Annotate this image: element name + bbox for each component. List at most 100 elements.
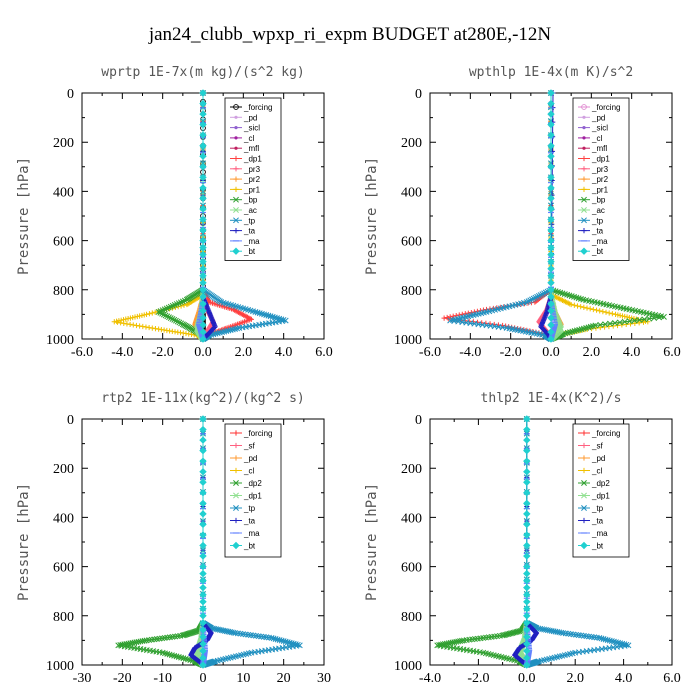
panel-title: wprtp 1E-7x(m kg)/(s^2 kg) bbox=[101, 65, 305, 80]
legend-marker bbox=[232, 541, 240, 550]
x-tick-label: -2.0 bbox=[467, 671, 489, 686]
legend-label: _forcing bbox=[243, 103, 272, 112]
legend-marker bbox=[233, 442, 239, 449]
data-point bbox=[547, 110, 555, 118]
legend-label: _dp2 bbox=[591, 479, 610, 488]
data-point bbox=[199, 184, 207, 192]
legend-marker bbox=[233, 155, 239, 162]
data-point bbox=[537, 292, 544, 299]
x-tick-label: 0.0 bbox=[194, 345, 212, 360]
data-point bbox=[199, 226, 207, 234]
legend-label: _ma bbox=[591, 529, 608, 538]
y-tick-label: 0 bbox=[415, 413, 422, 428]
data-point bbox=[523, 436, 531, 444]
x-tick-label: 4.0 bbox=[615, 671, 633, 686]
data-point bbox=[547, 184, 555, 192]
data-point bbox=[212, 330, 219, 337]
data-point bbox=[160, 311, 167, 318]
legend-marker bbox=[233, 505, 239, 511]
data-point bbox=[127, 315, 133, 321]
data-point bbox=[169, 316, 176, 322]
data-point bbox=[133, 322, 140, 329]
legend-marker bbox=[233, 517, 239, 524]
data-point bbox=[199, 425, 207, 434]
data-point bbox=[199, 626, 207, 634]
legend-label: _dp1 bbox=[243, 155, 262, 164]
data-point bbox=[547, 321, 555, 329]
data-point bbox=[597, 321, 604, 328]
legend-label: _pd bbox=[243, 113, 257, 122]
data-point bbox=[597, 324, 603, 331]
data-point bbox=[199, 569, 207, 578]
legend-label: _sicl bbox=[591, 124, 608, 133]
data-point bbox=[641, 316, 648, 323]
data-point bbox=[523, 510, 531, 518]
legend-label: _mfl bbox=[591, 144, 607, 153]
data-point bbox=[597, 308, 603, 314]
x-tick-label: 4.0 bbox=[623, 345, 641, 360]
data-point bbox=[525, 298, 532, 305]
y-tick-label: 200 bbox=[401, 462, 422, 477]
data-point bbox=[199, 131, 207, 139]
data-point bbox=[523, 499, 531, 508]
legend-marker bbox=[582, 136, 586, 140]
legend-label: _ta bbox=[591, 227, 604, 236]
data-point bbox=[602, 636, 609, 643]
data-point bbox=[523, 591, 531, 599]
legend-label: _tp bbox=[243, 216, 256, 225]
data-point bbox=[547, 307, 555, 315]
legend-box bbox=[224, 423, 282, 558]
data-point bbox=[523, 598, 531, 606]
legend-label: _sicl bbox=[243, 124, 260, 133]
data-point bbox=[523, 552, 531, 560]
y-tick-label: 0 bbox=[415, 87, 422, 102]
y-tick-label: 200 bbox=[53, 462, 74, 477]
legend-marker bbox=[580, 247, 588, 255]
legend-label: _cl bbox=[591, 467, 602, 476]
legend-marker bbox=[581, 480, 587, 486]
data-point bbox=[523, 605, 531, 613]
data-point bbox=[606, 637, 613, 644]
data-point bbox=[607, 320, 614, 327]
data-point bbox=[130, 314, 136, 321]
x-tick-label: 2.0 bbox=[583, 345, 601, 360]
data-point bbox=[199, 335, 207, 343]
y-tick-label: 600 bbox=[401, 235, 422, 250]
legend-label: _ma bbox=[243, 529, 260, 538]
legend-box bbox=[572, 423, 630, 558]
data-point bbox=[111, 319, 117, 325]
data-point bbox=[527, 297, 534, 304]
data-point bbox=[199, 265, 207, 273]
data-point bbox=[181, 302, 187, 308]
data-point bbox=[141, 312, 147, 318]
legend-marker bbox=[581, 442, 587, 449]
data-point bbox=[146, 324, 152, 331]
legend-label: _bt bbox=[243, 247, 256, 256]
data-point bbox=[143, 324, 149, 330]
data-point bbox=[523, 541, 531, 550]
y-tick-label: 600 bbox=[53, 235, 74, 250]
data-point bbox=[199, 468, 207, 476]
data-point bbox=[444, 314, 450, 321]
data-point bbox=[523, 569, 531, 578]
data-point bbox=[199, 163, 207, 171]
data-point bbox=[199, 446, 207, 455]
data-point bbox=[593, 307, 600, 313]
y-tick-label: 400 bbox=[53, 511, 74, 526]
x-tick-label: -20 bbox=[113, 671, 132, 686]
data-point bbox=[229, 326, 236, 333]
legend-marker bbox=[581, 505, 587, 511]
data-point bbox=[547, 250, 555, 259]
data-point bbox=[547, 99, 555, 108]
data-point bbox=[547, 300, 555, 308]
x-tick-label: -4.0 bbox=[419, 671, 441, 686]
y-tick-label: 800 bbox=[401, 610, 422, 625]
data-point bbox=[234, 325, 241, 332]
data-point bbox=[232, 326, 238, 332]
legend-label: _sf bbox=[591, 442, 603, 451]
legend-label: _cl bbox=[243, 134, 254, 143]
data-point bbox=[143, 311, 150, 317]
data-point bbox=[199, 286, 207, 294]
legend-marker bbox=[233, 166, 239, 172]
